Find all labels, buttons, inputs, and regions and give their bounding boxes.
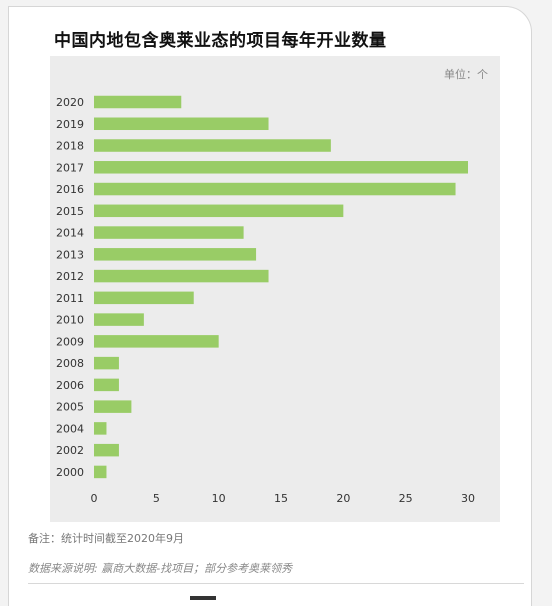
x-tick-label: 5 — [153, 492, 160, 505]
y-tick-label: 2008 — [56, 357, 84, 370]
unit-label: 单位：个 — [444, 67, 488, 81]
y-tick-label: 2010 — [56, 314, 84, 327]
bar — [94, 117, 269, 131]
bar — [94, 313, 144, 326]
bar — [94, 139, 331, 152]
bar — [94, 161, 468, 174]
bar — [94, 182, 456, 196]
bar — [94, 291, 194, 305]
y-tick-label: 2000 — [56, 466, 84, 479]
y-tick-label: 2011 — [56, 292, 84, 305]
plot-panel: 单位：个 2020 2019 2018 2017 2016 2015 2014 2013 2012… — [50, 56, 500, 522]
x-tick-label: 25 — [399, 492, 413, 505]
bar — [94, 269, 269, 283]
y-tick-label: 2013 — [56, 248, 84, 261]
y-tick-label: 2004 — [56, 422, 84, 435]
x-tick-label: 10 — [212, 492, 226, 505]
bar — [94, 378, 119, 392]
y-tick-label: 2017 — [56, 161, 84, 174]
y-tick-label: 2014 — [56, 227, 84, 240]
bar — [94, 422, 107, 435]
y-tick-label: 2016 — [56, 183, 84, 196]
x-tick-label: 0 — [91, 492, 98, 505]
divider — [28, 583, 524, 584]
y-tick-label: 2020 — [56, 96, 84, 109]
y-tick-label: 2015 — [56, 205, 84, 218]
y-tick-label: 2012 — [56, 270, 84, 283]
x-tick-label: 20 — [336, 492, 350, 505]
bar — [94, 356, 119, 370]
y-tick-label: 2019 — [56, 118, 84, 131]
y-tick-label: 2018 — [56, 140, 84, 153]
bar — [94, 226, 244, 239]
bar — [94, 248, 257, 261]
chart-title: 中国内地包含奥莱业态的项目每年开业数量 — [54, 31, 387, 51]
bar — [94, 465, 107, 479]
bottom-tab-indicator — [190, 596, 216, 600]
x-tick-label: 30 — [461, 492, 475, 505]
y-tick-label: 2006 — [56, 379, 84, 392]
y-tick-label: 2002 — [56, 444, 84, 457]
bar-chart: 单位：个202020192018201720162015201420132012… — [56, 67, 488, 505]
bar — [94, 400, 132, 413]
bar — [94, 95, 182, 109]
footnote: 备注：统计时间截至2020年9月 — [28, 532, 184, 545]
bar — [94, 335, 219, 348]
data-source: 数据来源说明: 赢商大数据-找项目；部分参考奥莱领秀 — [28, 562, 293, 575]
bar — [94, 204, 344, 218]
y-tick-label: 2009 — [56, 335, 84, 348]
y-tick-label: 2005 — [56, 401, 84, 414]
x-tick-label: 15 — [274, 492, 288, 505]
bar — [94, 443, 119, 457]
